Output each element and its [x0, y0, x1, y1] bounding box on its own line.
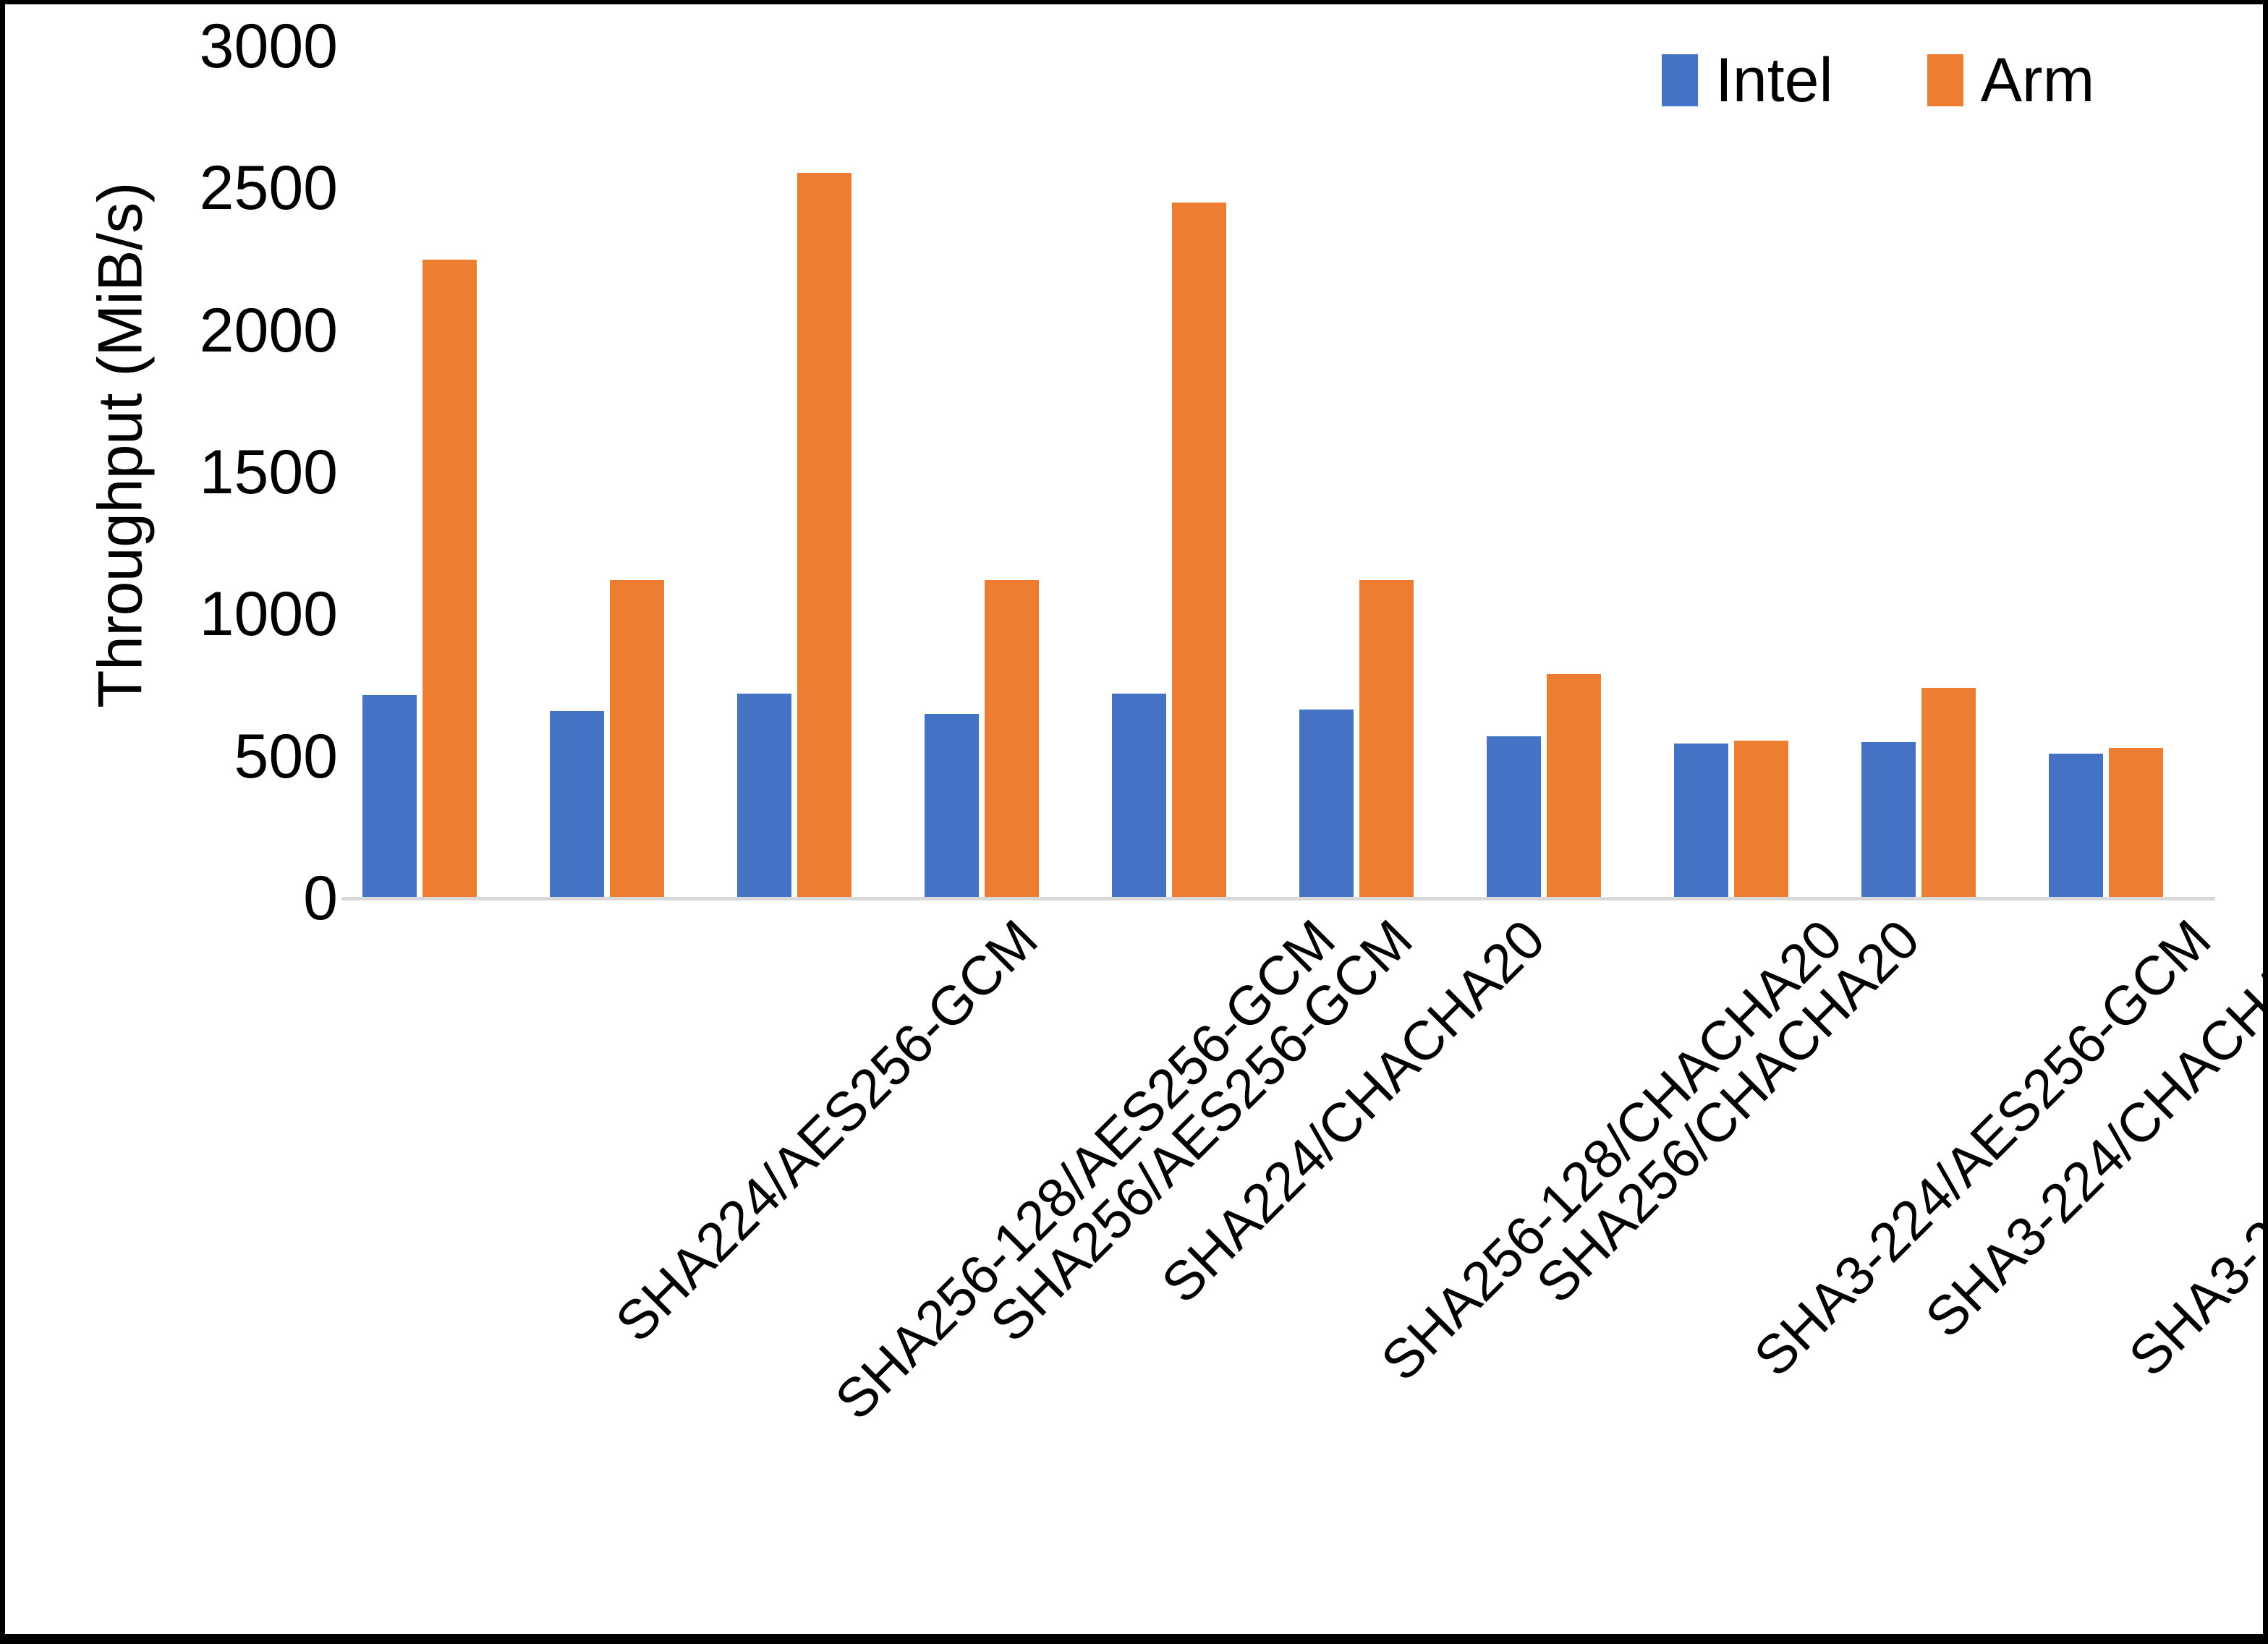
bar-arm[interactable] — [422, 259, 477, 898]
bar-group — [716, 46, 904, 898]
plot-area — [341, 46, 2215, 898]
bar-intel[interactable] — [549, 710, 604, 898]
chart-legend: Intel Arm — [1662, 49, 2094, 111]
y-tick-label: 0 — [303, 864, 338, 933]
bar-arm[interactable] — [1359, 580, 1414, 898]
bar-group — [904, 46, 1091, 898]
legend-swatch-arm — [1927, 54, 1963, 106]
y-tick-label: 2000 — [199, 295, 338, 365]
legend-entry-arm[interactable]: Arm — [1927, 46, 2095, 115]
y-tick-label: 2500 — [199, 153, 338, 223]
bar-arm[interactable] — [609, 580, 664, 898]
bar-intel[interactable] — [1486, 736, 1541, 898]
legend-swatch-intel — [1662, 54, 1698, 106]
bar-intel[interactable] — [924, 713, 979, 898]
legend-label: Intel — [1715, 46, 1833, 115]
bar-intel[interactable] — [362, 695, 417, 898]
bar-arm[interactable] — [1171, 202, 1226, 898]
bar-group — [2028, 46, 2215, 898]
bar-arm[interactable] — [2108, 747, 2163, 898]
bar-group — [1091, 46, 1278, 898]
y-tick-label: 1000 — [199, 579, 338, 649]
y-axis-tick-labels: 3000 2500 2000 1500 1000 500 0 — [114, 4, 339, 1634]
bar-intel[interactable] — [1111, 694, 1166, 898]
bar-arm[interactable] — [1546, 673, 1601, 898]
legend-entry-intel[interactable]: Intel — [1662, 49, 1833, 111]
bar-arm[interactable] — [797, 172, 851, 898]
x-axis-baseline — [341, 897, 2215, 900]
y-tick-label: 500 — [234, 721, 339, 791]
bar-group — [1466, 46, 1653, 898]
bar-arm[interactable] — [1921, 688, 1976, 898]
bar-arm[interactable] — [1733, 741, 1788, 898]
bar-group — [1840, 46, 2028, 898]
y-tick-label: 3000 — [199, 12, 338, 81]
legend-label: Arm — [1980, 46, 2095, 115]
bar-intel[interactable] — [736, 694, 791, 898]
bar-arm[interactable] — [984, 580, 1039, 898]
bar-intel[interactable] — [1299, 709, 1354, 898]
bar-group — [529, 46, 716, 898]
bar-intel[interactable] — [1673, 744, 1728, 898]
bar-group — [1278, 46, 1466, 898]
y-tick-label: 1500 — [199, 438, 338, 507]
bar-group — [1653, 46, 1840, 898]
bar-intel[interactable] — [1861, 742, 1916, 898]
bar-intel[interactable] — [2048, 753, 2103, 898]
x-axis-category-labels: SHA224/AES256-GCM SHA256-128/AES256-GCM SH… — [341, 908, 2263, 1633]
bar-group — [341, 46, 529, 898]
